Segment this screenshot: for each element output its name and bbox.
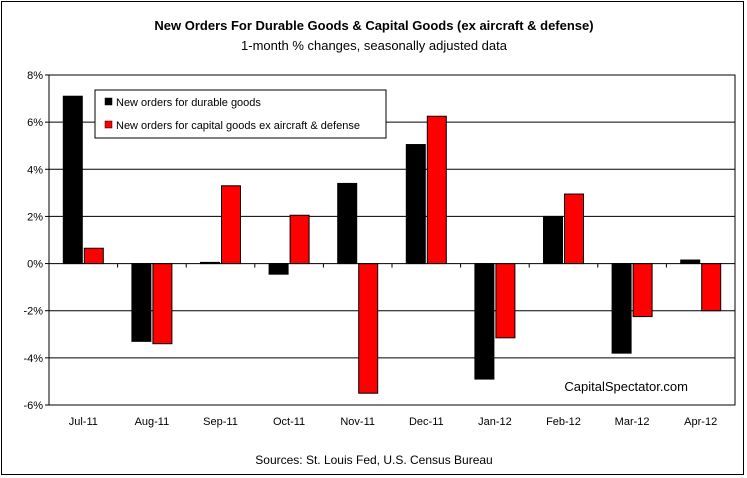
legend-swatch-capital	[104, 120, 113, 129]
bar-durable-goods	[337, 182, 358, 265]
y-tick-label: 8%	[27, 70, 43, 82]
bar-capital-goods	[221, 185, 241, 265]
plot-area-border	[48, 74, 736, 406]
y-tick-label: 6%	[27, 117, 43, 129]
y-tick-label: 4%	[27, 164, 43, 176]
y-tick-label: -4%	[23, 353, 43, 365]
bars	[62, 95, 722, 394]
chart-title: New Orders For Durable Goods & Capital G…	[154, 18, 593, 33]
bar-capital-goods	[289, 214, 310, 265]
bar-durable-goods	[474, 263, 495, 380]
y-tick-label: -6%	[23, 400, 43, 412]
bar-capital-goods	[358, 263, 379, 394]
bar-durable-goods	[543, 215, 563, 265]
bar-capital-goods	[495, 263, 516, 339]
x-tick-label: Oct-11	[273, 416, 305, 428]
legend-box	[94, 89, 387, 139]
legend-label-durable: New orders for durable goods	[116, 97, 261, 109]
y-tick-label: 2%	[27, 211, 43, 223]
bar-durable-goods	[405, 144, 426, 265]
legend: New orders for durable goods New orders …	[94, 89, 387, 139]
bar-capital-goods	[564, 193, 584, 265]
bar-durable-goods	[62, 95, 83, 265]
bar-durable-goods	[680, 259, 701, 265]
bar-capital-goods	[426, 115, 447, 265]
x-tick-label: Dec-11	[409, 416, 444, 428]
bar-durable-goods	[268, 263, 289, 275]
y-tick-label: -2%	[23, 306, 43, 318]
watermark-annotation: CapitalSpectator.com	[564, 379, 688, 394]
x-tick-label: Mar-12	[615, 416, 650, 428]
bar-capital-goods	[83, 247, 104, 265]
x-tick-label: Feb-12	[546, 416, 581, 428]
bar-capital-goods	[152, 263, 173, 345]
bar-capital-goods	[701, 263, 722, 312]
bar-durable-goods	[131, 263, 152, 342]
x-tick-label: Nov-11	[340, 416, 375, 428]
x-tick-label: Apr-12	[684, 416, 717, 428]
bar-durable-goods	[611, 263, 632, 354]
bar-capital-goods	[632, 263, 653, 318]
legend-swatch-durable	[104, 97, 113, 106]
chart-subtitle: 1-month % changes, seasonally adjusted d…	[241, 38, 508, 53]
x-tick-label: Jul-11	[69, 416, 98, 428]
x-tick-label: Aug-11	[135, 416, 170, 428]
x-axis-ticks: Jul-11 Aug-11 Sep-11 Oct-11 Nov-11 Dec-11 Jan-…	[48, 263, 736, 428]
x-tick-label: Jan-12	[478, 416, 512, 428]
y-tick-label: 0%	[27, 259, 43, 271]
y-axis-ticks: 8% 6% 4% 2% 0% -2% -4% -6%	[23, 70, 49, 412]
legend-label-capital: New orders for capital goods ex aircraft…	[116, 120, 360, 132]
source-note: Sources: St. Louis Fed, U.S. Census Bure…	[255, 453, 492, 467]
x-tick-label: Sep-11	[203, 416, 238, 428]
